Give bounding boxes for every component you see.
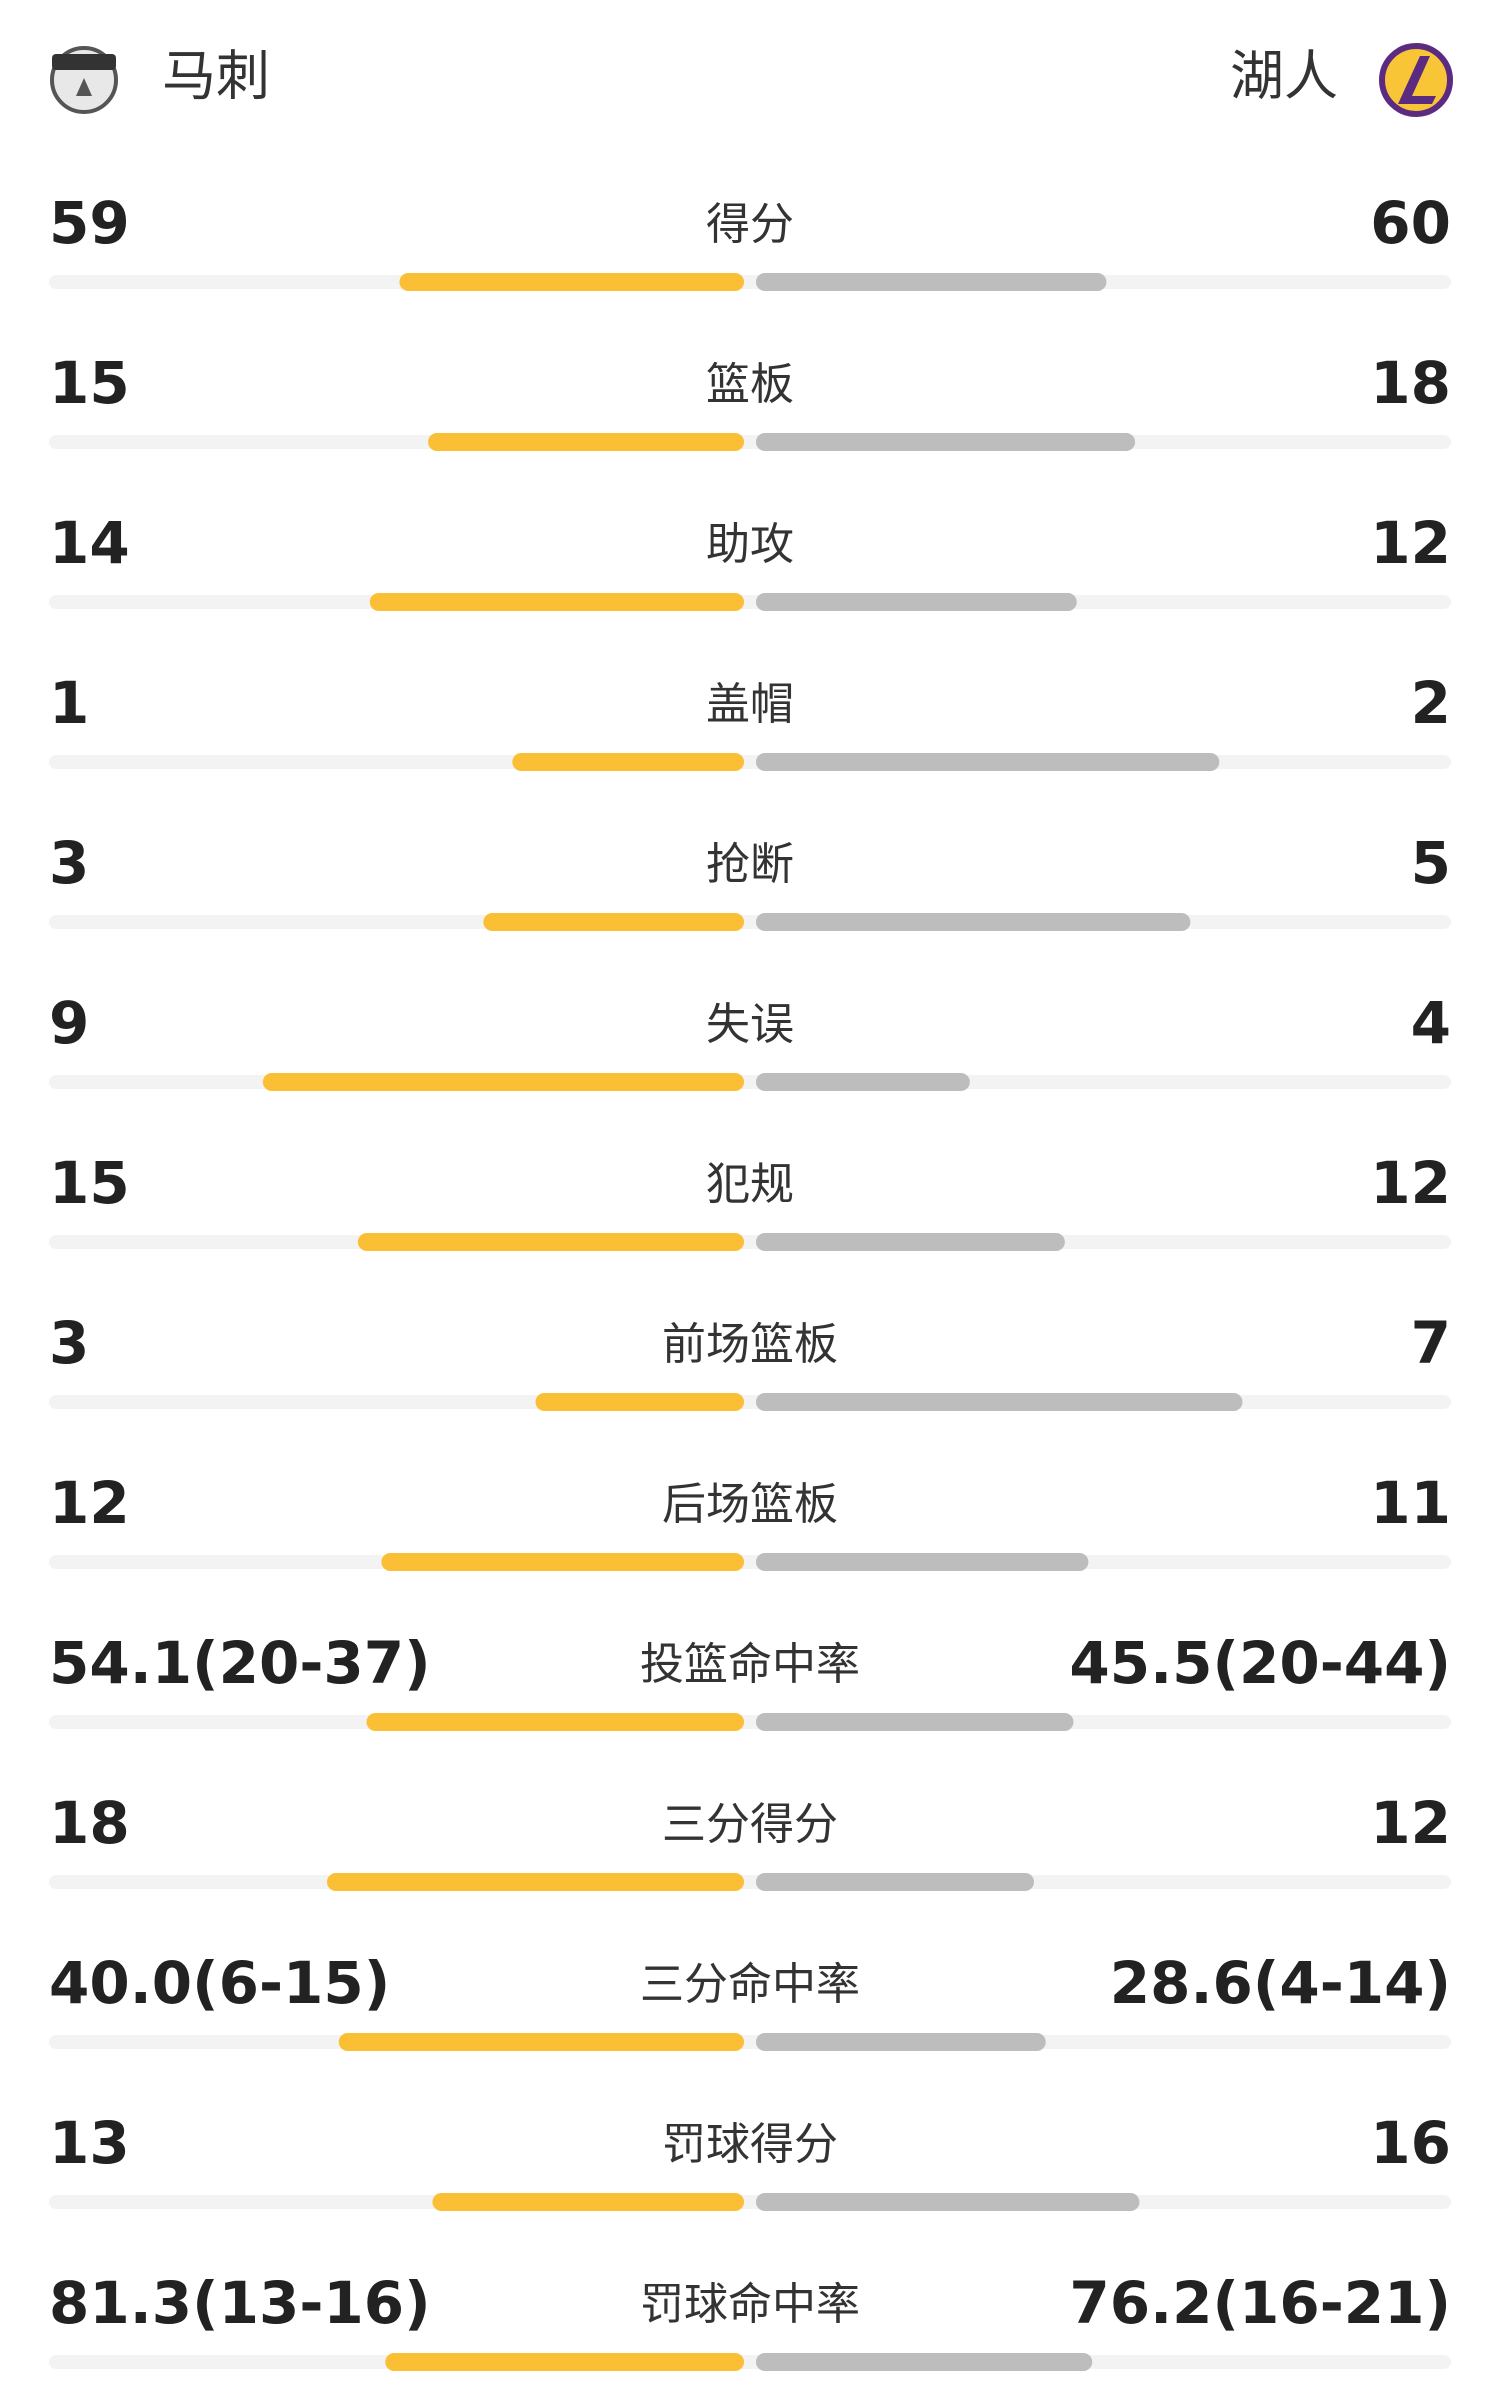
home-bar	[357, 1233, 744, 1251]
home-bar	[338, 2033, 744, 2051]
away-bar	[756, 593, 1077, 611]
away-bar	[756, 2193, 1140, 2211]
bar-track	[49, 275, 1451, 289]
home-value: 9	[49, 989, 89, 1057]
away-value: 12	[1370, 509, 1451, 577]
away-value: 45.5(20-44)	[1069, 1629, 1451, 1697]
away-bar	[756, 1073, 970, 1091]
home-bar	[512, 753, 744, 771]
home-bar	[399, 273, 744, 291]
home-value: 40.0(6-15)	[49, 1949, 390, 2017]
home-bar	[369, 593, 744, 611]
away-bar	[756, 273, 1107, 291]
away-value: 16	[1370, 2109, 1451, 2177]
away-bar	[756, 913, 1191, 931]
away-bar	[756, 1713, 1074, 1731]
bar-track	[49, 1555, 1451, 1569]
away-value: 5	[1411, 829, 1451, 897]
away-value: 28.6(4-14)	[1110, 1949, 1451, 2017]
stat-label: 助攻	[706, 519, 794, 570]
home-bar	[385, 2353, 744, 2371]
stat-label: 盖帽	[706, 679, 794, 730]
home-bar	[381, 1553, 744, 1571]
home-value: 3	[49, 829, 89, 897]
away-value: 60	[1370, 189, 1451, 257]
bar-track	[49, 915, 1451, 929]
bar-track	[49, 755, 1451, 769]
home-bar	[262, 1073, 744, 1091]
bar-track	[49, 595, 1451, 609]
stat-label: 抢断	[706, 839, 794, 890]
stat-label: 犯规	[706, 1159, 794, 1210]
away-value: 76.2(16-21)	[1069, 2269, 1451, 2337]
home-value: 18	[49, 1789, 130, 1857]
bar-track	[49, 1075, 1451, 1089]
away-bar	[756, 1393, 1243, 1411]
stat-label: 前场篮板	[662, 1319, 838, 1370]
stat-label: 三分得分	[662, 1799, 838, 1850]
home-bar	[327, 1873, 744, 1891]
stat-label: 得分	[706, 199, 794, 250]
stat-label: 罚球得分	[662, 2119, 838, 2170]
away-logo	[1379, 43, 1453, 117]
stat-label: 投篮命中率	[640, 1639, 860, 1690]
home-value: 3	[49, 1309, 89, 1377]
away-value: 7	[1411, 1309, 1451, 1377]
home-value: 81.3(13-16)	[49, 2269, 431, 2337]
stat-label: 失误	[706, 999, 794, 1050]
home-bar	[483, 913, 744, 931]
away-bar	[756, 1553, 1089, 1571]
bar-track	[49, 2195, 1451, 2209]
bar-track	[49, 2035, 1451, 2049]
away-bar	[756, 753, 1220, 771]
away-bar	[756, 2033, 1046, 2051]
bar-track	[49, 1715, 1451, 1729]
stat-label: 罚球命中率	[640, 2279, 860, 2330]
home-logo	[50, 46, 118, 114]
stat-label: 三分命中率	[640, 1959, 860, 2010]
home-value: 12	[49, 1469, 130, 1537]
home-bar	[432, 2193, 744, 2211]
away-bar	[756, 2353, 1093, 2371]
home-value: 13	[49, 2109, 130, 2177]
bar-track	[49, 1235, 1451, 1249]
home-bar	[366, 1713, 744, 1731]
away-value: 18	[1370, 349, 1451, 417]
bar-track	[49, 1875, 1451, 1889]
bar-track	[49, 435, 1451, 449]
home-value: 15	[49, 1149, 130, 1217]
home-value: 15	[49, 349, 130, 417]
away-value: 2	[1411, 669, 1451, 737]
stat-label: 篮板	[706, 359, 794, 410]
stat-label: 后场篮板	[662, 1479, 838, 1530]
home-bar	[535, 1393, 744, 1411]
home-value: 14	[49, 509, 130, 577]
home-team-name: 马刺	[162, 45, 270, 108]
home-value: 1	[49, 669, 89, 737]
away-value: 12	[1370, 1149, 1451, 1217]
home-bar	[428, 433, 744, 451]
bar-track	[49, 2355, 1451, 2369]
away-bar	[756, 1873, 1034, 1891]
away-value: 4	[1411, 989, 1451, 1057]
away-value: 11	[1370, 1469, 1451, 1537]
away-value: 12	[1370, 1789, 1451, 1857]
away-bar	[756, 433, 1136, 451]
home-value: 54.1(20-37)	[49, 1629, 431, 1697]
away-bar	[756, 1233, 1065, 1251]
home-value: 59	[49, 189, 130, 257]
away-team-name: 湖人	[1230, 45, 1338, 108]
